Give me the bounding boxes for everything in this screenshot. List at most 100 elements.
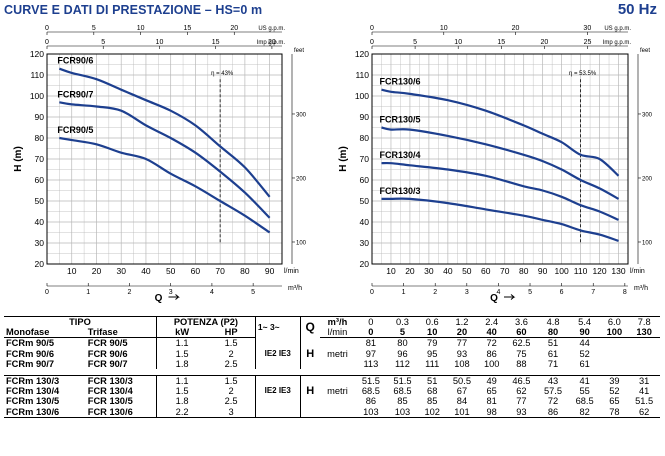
us-gpm-unit: US g.p.m. [258, 26, 285, 32]
head-value: 102 [418, 406, 447, 418]
q-lmin-cell: 0 [355, 327, 387, 339]
power-kw: 1.1 [155, 337, 208, 349]
pump-curve [381, 197, 619, 242]
col-lmin: l/min [319, 327, 356, 339]
x-tick-label: 130 [611, 266, 625, 276]
head-value: 67 [456, 386, 468, 397]
model-trifase: FCR 130/6 [85, 406, 157, 418]
m3h-tick-label: 2 [433, 289, 437, 296]
table-row: FCRm 130/6 FCR 130/6 2.2 3 103 103 102 101 98 93 8… [4, 406, 660, 418]
imp-gpm-tick-label: 20 [541, 39, 549, 46]
power-kw: 1.1 [155, 375, 208, 387]
q-lmin-cell: 40 [477, 327, 506, 339]
y-axis-title: H (m) [13, 146, 24, 172]
efficiency-class-empty [254, 396, 301, 407]
imp-gpm-tick-label: 10 [156, 39, 164, 46]
head-value: 88 [516, 358, 527, 369]
head-value: 68 [427, 386, 438, 397]
us-gpm-tick-label: 10 [137, 25, 145, 32]
q-lmin-cell: 20 [446, 327, 478, 339]
head-value: 85 [427, 396, 438, 407]
plot-frame [46, 53, 283, 265]
head-value: 111 [425, 358, 440, 369]
x-tick-label: 90 [265, 266, 275, 276]
head-value: 86 [365, 396, 377, 407]
head-value: 81 [365, 338, 377, 349]
head-value: 86 [537, 406, 569, 418]
table-row: FCRm 90/7 FCR 90/7 1.8 2.5 113 112 111 108 100 88… [4, 358, 660, 370]
head-value [628, 349, 660, 359]
us-gpm-tick-label: 15 [184, 25, 192, 32]
head-value: 101 [446, 406, 478, 418]
table-header-row-2: Monofase Trifase kW HP l/min 0 5 10 20 4… [4, 327, 660, 339]
m3h-tick-label: 0 [370, 289, 374, 296]
model-monofase: FCRm 130/3 [6, 376, 60, 387]
efficiency-class-empty [254, 406, 301, 418]
head-symbol-empty [299, 375, 320, 387]
power-hp: 2 [228, 348, 234, 359]
model-monofase: FCRm 130/4 [6, 386, 60, 397]
head-value: 95 [427, 348, 438, 359]
head-value: 61 [547, 348, 559, 359]
efficiency-label: η = 43% [211, 71, 234, 77]
x-tick-label: 40 [141, 266, 151, 276]
head-value: 77 [516, 396, 527, 407]
model-monofase: FCRm 130/5 [6, 396, 60, 407]
table-row: FCRm 130/3 FCR 130/3 1.1 1.5 51.5 51.5 51 50.5 4… [4, 375, 660, 387]
feet-tick-label: 100 [296, 240, 307, 246]
curve-label: FCR130/3 [379, 186, 420, 196]
y-tick-label: 40 [360, 217, 370, 227]
head-value: 77 [456, 338, 468, 349]
head-value: 31 [638, 376, 650, 387]
head-value: 82 [568, 406, 601, 418]
model-trifase: FCR 90/7 [87, 358, 128, 369]
m3h-tick-label: 4 [210, 289, 214, 296]
col-m3h: m³/h [319, 316, 356, 328]
x-tick-label: 70 [500, 266, 510, 276]
power-hp: 2 [228, 386, 234, 397]
col-tipo: TIPO [4, 316, 157, 328]
pump-curve [381, 88, 620, 177]
x-tick-label: 60 [191, 266, 201, 276]
q-m3h-cell: 0.3 [386, 316, 419, 328]
head-value: 65 [486, 386, 497, 397]
head-value: 103 [386, 406, 419, 418]
head-value: 79 [427, 338, 438, 349]
imp-gpm-tick-label: 5 [413, 39, 417, 46]
x-tick-label: 80 [240, 266, 250, 276]
head-value: 86 [486, 348, 497, 359]
x-axis-title: Q [155, 293, 163, 304]
q-m3h-cell: 0 [355, 316, 387, 328]
q-m3h-cell: 3.6 [505, 316, 538, 328]
head-value: 39 [609, 376, 620, 387]
head-value: 75 [516, 348, 527, 359]
head-value: 55 [579, 386, 590, 397]
curve-label: FCR130/4 [379, 150, 420, 160]
model-trifase: FCR 130/4 [87, 386, 133, 397]
curve-label: FCR130/5 [379, 115, 420, 125]
y-tick-label: 120 [30, 49, 44, 59]
head-value: 51.5 [361, 376, 380, 387]
x-tick-label: 90 [538, 266, 548, 276]
head-symbol-empty [299, 406, 320, 418]
imp-gpm-tick-label: 20 [268, 39, 276, 46]
pump-curve [59, 67, 271, 198]
table-group-fcr90: FCRm 90/5 FCR 90/5 1.1 1.5 81 80 79 77 72 62.5 51 4… [4, 337, 660, 370]
feet-tick-label: 300 [296, 112, 307, 118]
head-value [600, 349, 628, 359]
q-m3h-cell: 6.0 [600, 316, 629, 328]
head-value: 51 [547, 338, 559, 349]
m3h-tick-label: 5 [251, 289, 255, 296]
q-lmin-cell: 80 [537, 327, 569, 339]
q-m3h-cell: 0.6 [418, 316, 447, 328]
feet-unit: feet [640, 48, 650, 54]
head-value: 78 [600, 406, 629, 418]
x-tick-label: 60 [481, 266, 491, 276]
head-symbol-empty [299, 337, 320, 349]
us-gpm-tick-label: 30 [583, 25, 591, 32]
head-value: 51 [427, 376, 438, 387]
x-tick-label: 40 [443, 266, 453, 276]
head-value: 57.5 [543, 386, 563, 397]
imp-gpm-tick-label: 0 [370, 39, 374, 46]
